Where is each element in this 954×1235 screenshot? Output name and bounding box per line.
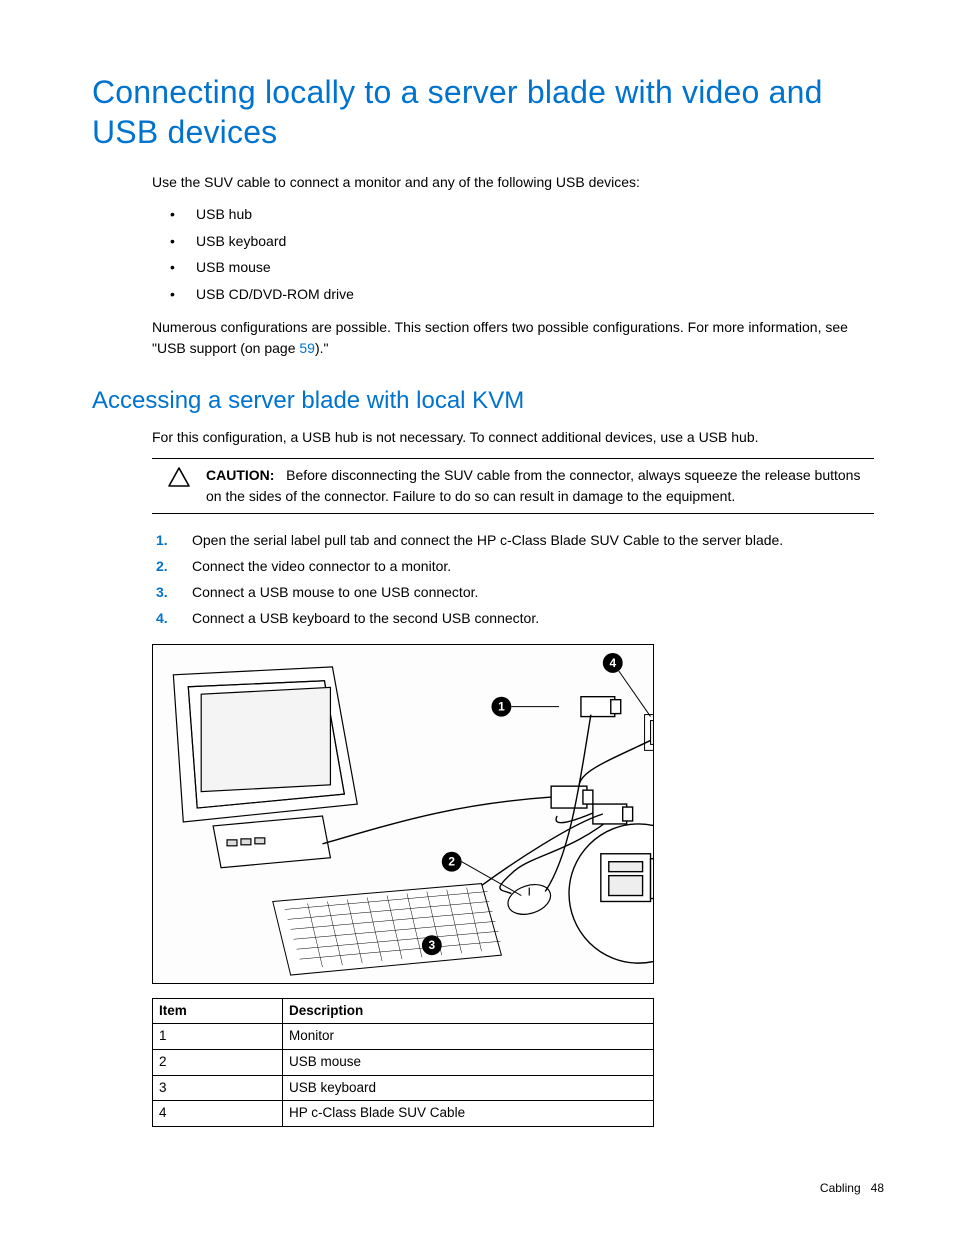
table-cell-item: 2: [153, 1050, 283, 1076]
table-cell-description: Monitor: [283, 1024, 654, 1050]
table-cell-description: HP c-Class Blade SUV Cable: [283, 1101, 654, 1127]
keyboard-icon: [273, 884, 502, 975]
kvm-connection-diagram: 1 2 3 4: [152, 644, 654, 984]
table-cell-item: 3: [153, 1075, 283, 1101]
footer-page-number: 48: [871, 1181, 884, 1195]
table-header-item: Item: [153, 998, 283, 1024]
list-item: USB keyboard: [152, 228, 874, 255]
table-row: 3 USB keyboard: [153, 1075, 654, 1101]
section-body: Use the SUV cable to connect a monitor a…: [152, 172, 874, 359]
monitor-icon: [173, 667, 357, 868]
table-row: 1 Monitor: [153, 1024, 654, 1050]
step-number: 2.: [156, 554, 168, 580]
table-row: 4 HP c-Class Blade SUV Cable: [153, 1101, 654, 1127]
step-item: 2. Connect the video connector to a monit…: [152, 554, 874, 580]
list-item: USB mouse: [152, 254, 874, 281]
table-header-row: Item Description: [153, 998, 654, 1024]
usb-devices-list: USB hub USB keyboard USB mouse USB CD/DV…: [152, 201, 874, 307]
svg-text:2: 2: [448, 855, 455, 869]
step-text: Connect the video connector to a monitor…: [192, 558, 451, 574]
table-row: 2 USB mouse: [153, 1050, 654, 1076]
subsection-body: For this configuration, a USB hub is not…: [152, 427, 874, 1126]
item-description-table: Item Description 1 Monitor 2 USB mouse 3…: [152, 998, 654, 1127]
caution-label: CAUTION:: [206, 467, 274, 483]
step-number: 1.: [156, 528, 168, 554]
caution-body: Before disconnecting the SUV cable from …: [206, 467, 860, 504]
mouse-icon: [504, 879, 554, 919]
caution-callout: CAUTION: Before disconnecting the SUV ca…: [152, 458, 874, 514]
caution-text: CAUTION: Before disconnecting the SUV ca…: [206, 465, 874, 507]
step-number: 3.: [156, 580, 168, 606]
page-link[interactable]: 59: [299, 340, 315, 356]
page: Connecting locally to a server blade wit…: [0, 0, 954, 1235]
subsection-title: Accessing a server blade with local KVM: [92, 387, 884, 415]
caution-triangle-icon: [168, 467, 190, 487]
svg-text:1: 1: [498, 700, 505, 714]
intro2-post: ).": [315, 340, 329, 356]
table-cell-description: USB mouse: [283, 1050, 654, 1076]
table-cell-item: 1: [153, 1024, 283, 1050]
table-cell-item: 4: [153, 1101, 283, 1127]
caution-icon-column: [152, 465, 206, 507]
step-number: 4.: [156, 606, 168, 632]
list-item: USB hub: [152, 201, 874, 228]
intro-paragraph: Use the SUV cable to connect a monitor a…: [152, 172, 874, 193]
step-item: 3. Connect a USB mouse to one USB connect…: [152, 580, 874, 606]
step-text: Connect a USB mouse to one USB connector…: [192, 584, 478, 600]
table-cell-description: USB keyboard: [283, 1075, 654, 1101]
page-title: Connecting locally to a server blade wit…: [92, 72, 884, 152]
svg-text:3: 3: [429, 938, 436, 952]
page-footer: Cabling 48: [820, 1181, 884, 1195]
step-item: 1. Open the serial label pull tab and con…: [152, 528, 874, 554]
table-header-description: Description: [283, 998, 654, 1024]
sub-intro-paragraph: For this configuration, a USB hub is not…: [152, 427, 874, 448]
steps-list: 1. Open the serial label pull tab and con…: [152, 528, 874, 632]
step-text: Open the serial label pull tab and conne…: [192, 532, 783, 548]
intro2-paragraph: Numerous configurations are possible. Th…: [152, 317, 874, 359]
intro2-pre: Numerous configurations are possible. Th…: [152, 319, 848, 356]
footer-section: Cabling: [820, 1181, 861, 1195]
step-text: Connect a USB keyboard to the second USB…: [192, 610, 539, 626]
list-item: USB CD/DVD-ROM drive: [152, 281, 874, 308]
diagram-svg: 1 2 3 4: [153, 645, 653, 983]
step-item: 4. Connect a USB keyboard to the second U…: [152, 606, 874, 632]
svg-text:4: 4: [609, 656, 616, 670]
